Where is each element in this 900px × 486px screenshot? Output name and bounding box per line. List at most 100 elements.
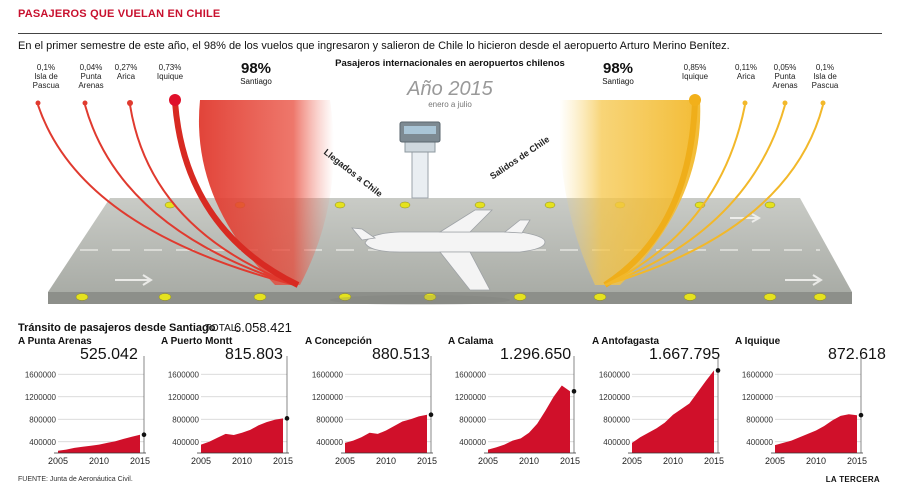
route-chart-title: A Calama xyxy=(448,336,494,347)
x-tick-label: 2005 xyxy=(478,456,498,466)
arrival-arica: 0,27% Arica xyxy=(114,63,138,81)
y-tick-label: 1600000 xyxy=(312,370,344,379)
route-chart: A Punta Arenas 525.042 400000 800000 1200000… xyxy=(18,336,158,471)
route-chart-title: A Concepción xyxy=(305,336,372,347)
y-tick-label: 1600000 xyxy=(25,370,57,379)
x-tick-label: 2015 xyxy=(130,456,150,466)
route-chart-total: 880.513 xyxy=(372,346,430,363)
y-tick-label: 400000 xyxy=(746,438,773,447)
area-series xyxy=(775,414,857,453)
last-value-point xyxy=(284,416,290,421)
y-tick-label: 1200000 xyxy=(599,393,631,402)
route-chart: A Iquique 872.618 400000 800000 1200000 16000… xyxy=(735,336,886,471)
area-chart: 400000 800000 1200000 1600000 2005 2010 2015 xyxy=(742,356,867,466)
control-tower xyxy=(399,121,441,199)
x-tick-label: 2005 xyxy=(622,456,642,466)
x-tick-label: 2010 xyxy=(519,456,539,466)
y-tick-label: 400000 xyxy=(29,438,56,447)
area-series xyxy=(632,370,714,453)
last-value-point xyxy=(428,412,434,418)
x-tick-label: 2005 xyxy=(765,456,785,466)
area-series xyxy=(488,385,570,453)
arrival-punta-arenas: 0,04% Punta Arenas xyxy=(78,63,104,90)
x-tick-label: 2015 xyxy=(417,456,437,466)
departures-fan xyxy=(559,100,701,285)
y-tick-label: 1200000 xyxy=(25,393,57,402)
y-tick-label: 1600000 xyxy=(742,370,774,379)
airplane-icon xyxy=(351,209,546,291)
x-tick-label: 2015 xyxy=(560,456,580,466)
y-tick-label: 800000 xyxy=(603,415,630,424)
x-tick-label: 2015 xyxy=(704,456,724,466)
route-chart-total: 525.042 xyxy=(80,346,138,363)
x-tick-label: 2015 xyxy=(273,456,293,466)
infographic-period: enero a julio xyxy=(428,100,472,109)
infographic-year: Año 2015 xyxy=(407,78,493,100)
departure-iquique: 0,85% Iquique xyxy=(681,63,709,81)
departure-punta-arenas: 0,05% Punta Arenas xyxy=(772,63,798,90)
route-chart-total: 1.667.795 xyxy=(649,346,721,363)
title-rule xyxy=(18,33,882,34)
route-chart-title: A Iquique xyxy=(735,336,781,347)
y-tick-label: 1600000 xyxy=(168,370,200,379)
transit-total-value: 6.058.421 xyxy=(234,320,292,335)
infographic-subtitle: Pasajeros internacionales en aeropuertos… xyxy=(335,58,565,69)
arrival-iquique: 0,73% Iquique xyxy=(156,63,184,81)
y-tick-label: 1600000 xyxy=(455,370,487,379)
x-tick-label: 2005 xyxy=(191,456,211,466)
y-tick-label: 1200000 xyxy=(742,393,774,402)
last-value-point xyxy=(571,389,577,394)
y-tick-label: 400000 xyxy=(316,438,343,447)
y-tick-label: 800000 xyxy=(172,415,199,424)
arrival-arcs xyxy=(37,101,300,288)
y-tick-label: 400000 xyxy=(603,438,630,447)
route-chart-total: 815.803 xyxy=(225,346,283,363)
y-tick-label: 800000 xyxy=(746,415,773,424)
y-tick-label: 400000 xyxy=(459,438,486,447)
area-chart: 400000 800000 1200000 1600000 2005 2010 2015 xyxy=(455,356,580,466)
area-chart: 400000 800000 1200000 1600000 2005 2010 2015 xyxy=(312,356,437,466)
x-tick-label: 2005 xyxy=(335,456,355,466)
area-chart: 400000 800000 1200000 1600000 2005 2010 2015 xyxy=(25,356,150,466)
last-value-point xyxy=(141,432,147,438)
brand-logo: LA TERCERA xyxy=(825,475,880,484)
intro-text: En el primer semestre de este año, el 98… xyxy=(18,40,730,52)
route-chart-title: A Antofagasta xyxy=(592,336,660,347)
y-tick-label: 1200000 xyxy=(168,393,200,402)
route-chart-title: A Punta Arenas xyxy=(18,336,92,347)
route-chart-total: 1.296.650 xyxy=(500,346,572,363)
transit-title: Tránsito de pasajeros desde Santiago xyxy=(18,322,216,334)
route-chart: A Concepción 880.513 400000 800000 1200000 16… xyxy=(305,336,445,471)
route-chart: A Puerto Montt 815.803 400000 800000 1200000… xyxy=(161,336,301,471)
airport-illustration xyxy=(35,94,852,305)
arrival-isla-de-pascua: 0,1% Isla de Pascua xyxy=(32,63,60,90)
x-tick-label: 2010 xyxy=(376,456,396,466)
y-tick-label: 1200000 xyxy=(312,393,344,402)
route-chart: A Calama 1.296.650 400000 800000 1200000 1600… xyxy=(448,336,588,471)
area-chart: 400000 800000 1200000 1600000 2005 2010 2015 xyxy=(168,356,293,466)
page-title: PASAJEROS QUE VUELAN EN CHILE xyxy=(18,8,221,20)
x-tick-label: 2015 xyxy=(847,456,867,466)
route-chart-title: A Puerto Montt xyxy=(161,336,233,347)
y-tick-label: 800000 xyxy=(459,415,486,424)
departure-santiago: 98% Santiago xyxy=(602,60,634,86)
last-value-point xyxy=(715,368,721,373)
area-series xyxy=(345,414,427,453)
y-tick-label: 800000 xyxy=(316,415,343,424)
x-tick-label: 2010 xyxy=(89,456,109,466)
y-tick-label: 1600000 xyxy=(599,370,631,379)
x-tick-label: 2010 xyxy=(663,456,683,466)
departure-arica: 0,11% Arica xyxy=(734,63,758,81)
route-chart-total: 872.618 xyxy=(828,346,886,363)
arrival-santiago: 98% Santiago xyxy=(240,60,272,86)
source-note: FUENTE: Junta de Aeronáutica Civil. xyxy=(18,476,133,483)
area-chart: 400000 800000 1200000 1600000 2005 2010 2015 xyxy=(599,356,724,466)
departure-isla-de-pascua: 0,1% Isla de Pascua xyxy=(811,63,839,90)
y-tick-label: 1200000 xyxy=(455,393,487,402)
transit-total-label: TOTAL: xyxy=(205,323,240,334)
y-tick-label: 800000 xyxy=(29,415,56,424)
arrivals-fan xyxy=(198,100,334,285)
x-tick-label: 2005 xyxy=(48,456,68,466)
x-tick-label: 2010 xyxy=(806,456,826,466)
last-value-point xyxy=(858,412,864,418)
